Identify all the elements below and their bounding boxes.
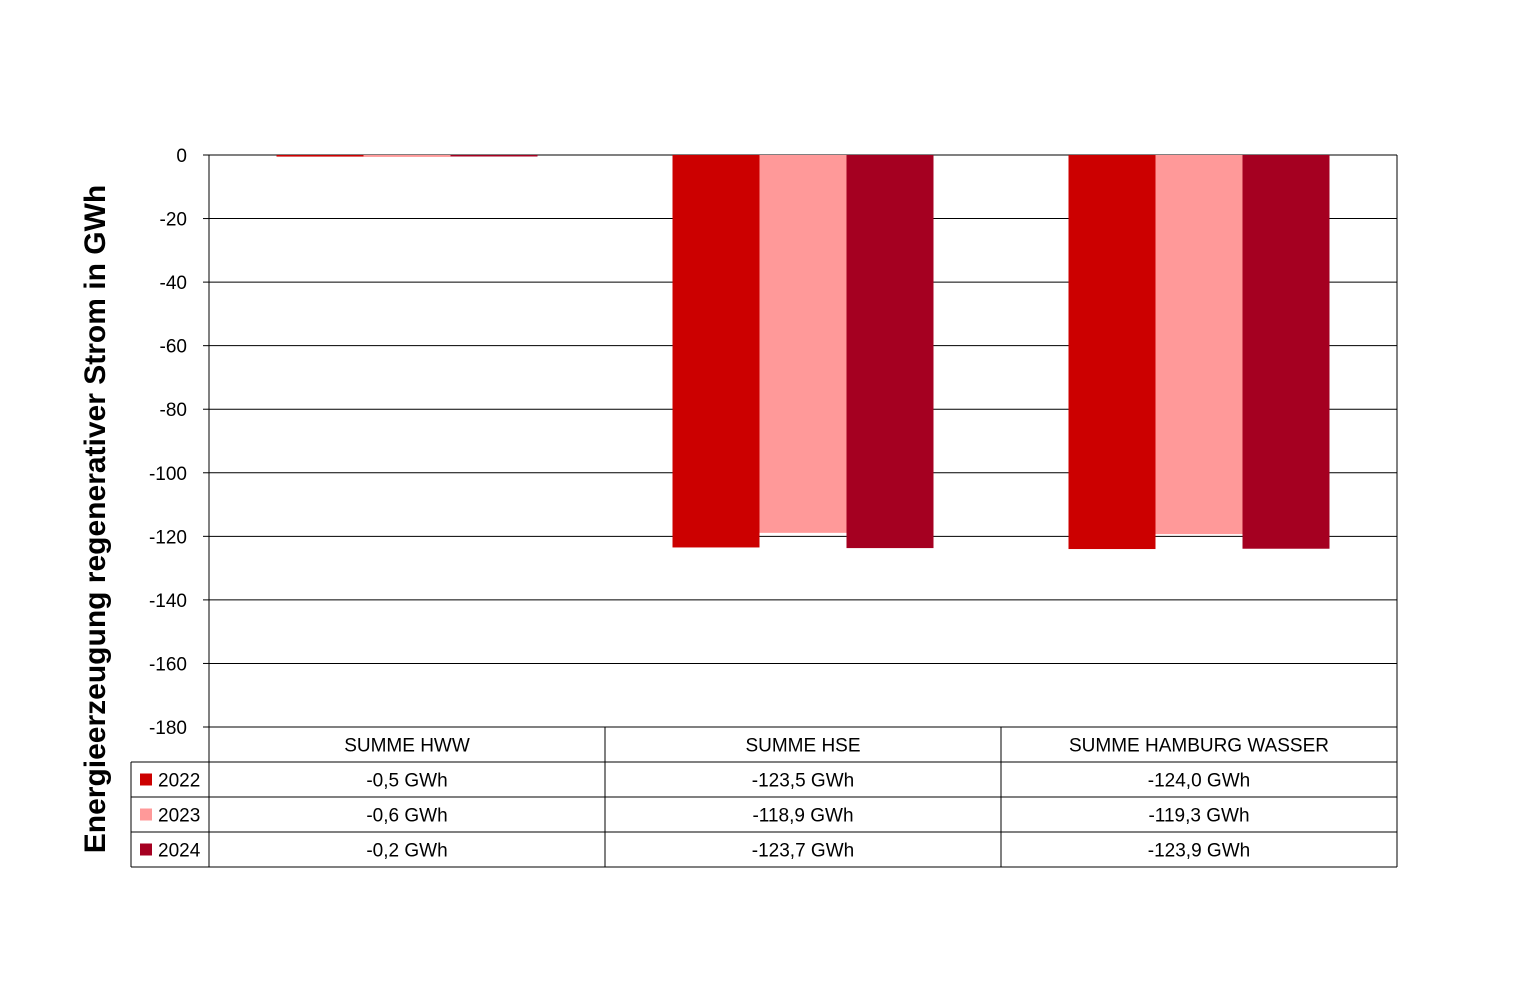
data-label: -124,0 GWh: [1148, 771, 1250, 792]
bar-2023-2: [1155, 155, 1243, 535]
series-name: 2022: [158, 771, 200, 792]
bar-2022-1: [672, 155, 760, 548]
y-tick-label: -120: [149, 527, 187, 548]
data-label: -0,5 GWh: [366, 771, 447, 792]
y-tick-label: -160: [149, 654, 187, 675]
y-tick-label: -80: [160, 400, 187, 421]
bar-2023-1: [759, 155, 847, 533]
y-axis: 0 -20 -40 -60 -80 -100 -120 -140 -160 -180: [149, 146, 1398, 739]
data-label: -123,9 GWh: [1148, 841, 1250, 862]
data-label: -119,3 GWh: [1148, 806, 1249, 827]
data-label: -123,7 GWh: [752, 841, 854, 862]
y-tick-label: -100: [149, 464, 187, 485]
bars: [276, 155, 1330, 550]
series-name: 2024: [158, 841, 201, 862]
legend-key-2022: [140, 773, 152, 786]
legend-key-2023: [140, 808, 152, 821]
data-label: -118,9 GWh: [752, 806, 853, 827]
data-label: -0,6 GWh: [366, 806, 447, 827]
y-tick-label: -20: [160, 210, 187, 231]
y-tick-label: 0: [176, 146, 187, 167]
y-tick-label: -60: [160, 337, 187, 358]
bar-2024-2: [1242, 155, 1330, 549]
bar-2022-0: [276, 155, 364, 157]
legend-key-2024: [140, 843, 152, 856]
data-label: -123,5 GWh: [752, 771, 854, 792]
y-tick-label: -40: [160, 273, 187, 294]
bar-2024-1: [846, 155, 934, 549]
y-axis-label: Energieerzeugung regenerativer Strom in …: [79, 185, 112, 853]
bar-2023-0: [363, 155, 451, 157]
y-tick-label: -140: [149, 591, 187, 612]
category-label: SUMME HWW: [344, 736, 470, 757]
series-name: 2023: [158, 806, 200, 827]
bar-2024-0: [450, 155, 538, 157]
category-label: SUMME HSE: [745, 736, 860, 757]
y-tick-label: -180: [149, 718, 187, 739]
category-label: SUMME HAMBURG WASSER: [1069, 736, 1329, 757]
bar-2022-2: [1068, 155, 1156, 550]
data-table: SUMME HWW SUMME HSE SUMME HAMBURG WASSER 20…: [130, 726, 1398, 868]
data-label: -0,2 GWh: [366, 841, 447, 862]
